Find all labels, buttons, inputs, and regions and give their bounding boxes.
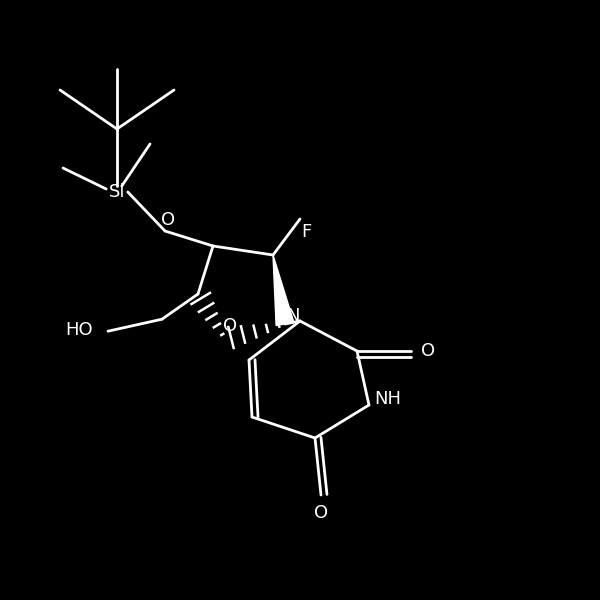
Text: O: O bbox=[161, 211, 175, 229]
Text: NH: NH bbox=[374, 390, 401, 408]
Text: N: N bbox=[286, 307, 299, 325]
Polygon shape bbox=[273, 255, 294, 326]
Text: O: O bbox=[421, 342, 435, 360]
Text: F: F bbox=[301, 223, 311, 241]
Text: HO: HO bbox=[65, 321, 93, 339]
Text: O: O bbox=[314, 504, 328, 522]
Text: O: O bbox=[223, 317, 237, 335]
Text: Si: Si bbox=[109, 183, 125, 201]
